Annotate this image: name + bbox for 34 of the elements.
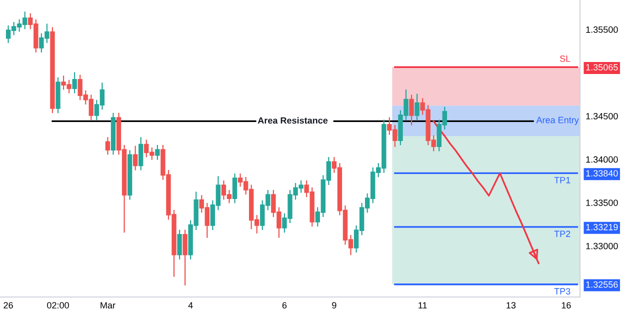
candlestick <box>72 72 77 94</box>
y-tick-label: 1.33500 <box>586 200 618 206</box>
x-tick-label: 26 <box>4 302 13 308</box>
y-tick-label: 1.33000 <box>586 242 618 250</box>
x-tick-label: 4 <box>188 302 193 308</box>
x-tick-label: 16 <box>562 302 571 308</box>
legend-label: TP2 <box>554 230 570 237</box>
x-tick-label: 6 <box>282 302 287 308</box>
x-tick-label: 9 <box>332 302 336 308</box>
series-label: SL <box>560 55 570 62</box>
candlestick <box>105 137 110 155</box>
x-tick-label: 13 <box>506 302 516 308</box>
candlestick <box>177 230 182 260</box>
series-label: Area Resistance <box>258 117 328 124</box>
y-tick-label: 1.34000 <box>586 156 618 163</box>
x-tick-label: 11 <box>418 302 427 308</box>
band-label: Area Entry <box>536 116 579 125</box>
candlestick <box>409 94 414 126</box>
legend-label: TP1 <box>554 176 570 184</box>
candlestick <box>232 173 238 204</box>
x-tick-label: 02:00 <box>47 302 69 308</box>
y-tick-label: 1.33219 <box>586 224 618 230</box>
legend-label: TP3 <box>554 288 570 294</box>
candlestick <box>138 137 144 170</box>
candlestick <box>182 230 188 286</box>
y-tick-label: 1.35500 <box>586 26 618 33</box>
y-tick-label: 1.35065 <box>586 64 618 70</box>
candlestick <box>414 94 420 120</box>
y-tick-label: 1.32556 <box>586 281 618 288</box>
x-tick-label: Mar <box>100 302 116 308</box>
candlestick <box>155 144 160 160</box>
y-tick-label: 1.34500 <box>586 112 618 120</box>
candlestick <box>132 146 138 170</box>
y-tick-label: 1.33840 <box>586 170 618 177</box>
